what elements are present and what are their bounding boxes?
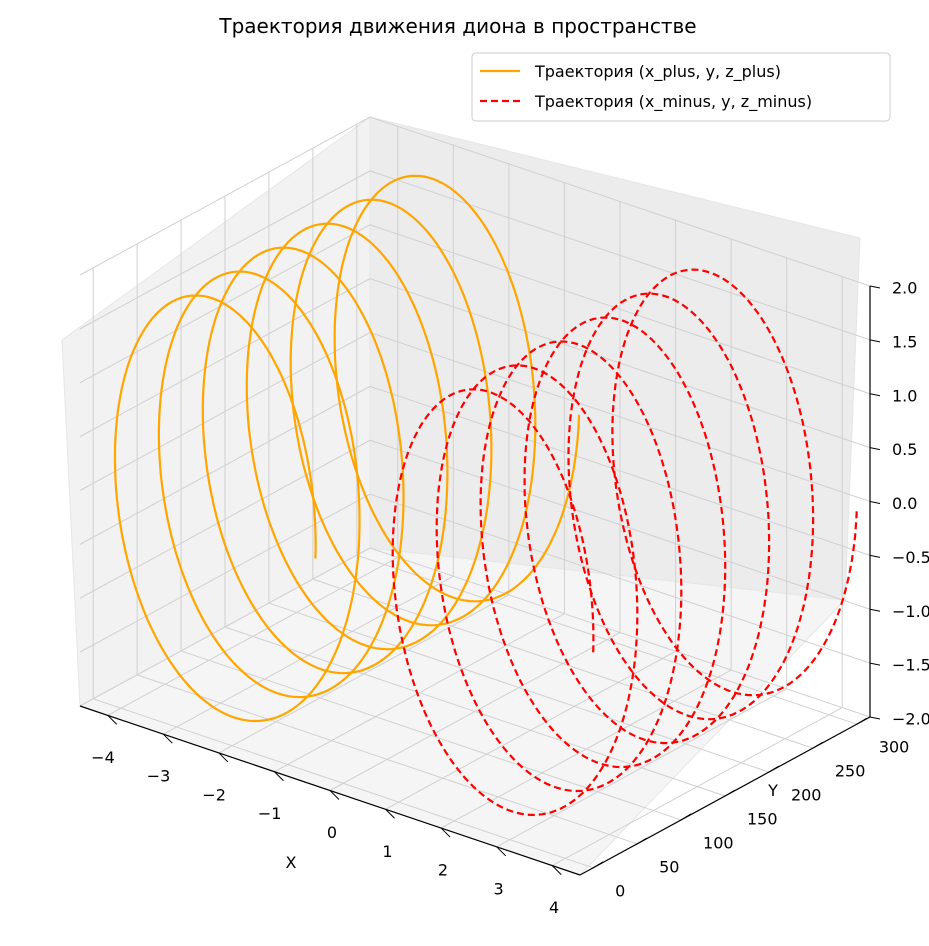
x-tick-mark bbox=[162, 733, 173, 744]
y-grid-floor bbox=[93, 698, 594, 869]
z-tick-label: 0.0 bbox=[892, 494, 917, 513]
axis-lines bbox=[79, 285, 881, 876]
x-tick-mark bbox=[496, 846, 507, 857]
z-tick-labels: −2.0 −1.5 −1.0 −0.5 0.0 0.5 1.0 1.5 2.0 bbox=[892, 279, 929, 729]
x-tick-mark bbox=[329, 790, 340, 800]
z-tick-label: 1.0 bbox=[892, 386, 917, 405]
z-tick-mark bbox=[869, 339, 881, 343]
x-tick-mark bbox=[218, 752, 229, 763]
x-tick-mark bbox=[274, 771, 284, 782]
x-tick-labels: −4 −3 −2 −1 0 1 2 3 4 bbox=[91, 748, 559, 917]
z-grid-back bbox=[369, 493, 871, 664]
y-tick-label: 300 bbox=[879, 738, 910, 757]
y-grid-floor bbox=[224, 626, 726, 797]
z-grid-left bbox=[79, 116, 371, 276]
legend: Траектория (x_plus, y, z_plus) Траектори… bbox=[471, 52, 891, 122]
z-grid-back bbox=[369, 170, 871, 341]
z-tick-mark bbox=[869, 501, 881, 504]
x-axis-label: X bbox=[286, 853, 297, 872]
z-tick-mark bbox=[869, 608, 881, 612]
y-tick-label: 150 bbox=[747, 810, 778, 829]
z-grid-left bbox=[79, 547, 371, 707]
z-tick-label: −1.0 bbox=[892, 602, 929, 621]
x-tick-label: 3 bbox=[493, 879, 503, 898]
z-grid-back bbox=[369, 332, 871, 502]
y-tick-label: 50 bbox=[659, 857, 679, 876]
legend-label-minus: Траектория (x_minus, y, z_minus) bbox=[534, 92, 812, 112]
series-line-plus bbox=[113, 174, 581, 723]
y-axis-label: Y bbox=[767, 781, 778, 800]
y-grid-floor bbox=[180, 650, 682, 821]
z-grid-left bbox=[79, 439, 371, 599]
y-tick-label: 200 bbox=[791, 786, 822, 805]
z-grid-back bbox=[369, 116, 871, 287]
y-grid-floor bbox=[268, 602, 770, 773]
grid-lines bbox=[79, 116, 871, 869]
series-lines bbox=[113, 174, 858, 817]
x-tick-mark bbox=[551, 865, 562, 875]
x-tick-mark bbox=[107, 715, 118, 725]
x-tick-label: 4 bbox=[549, 898, 559, 917]
z-grid-back bbox=[369, 439, 871, 610]
x-tick-label: −2 bbox=[202, 785, 226, 804]
x-tick-mark bbox=[440, 827, 451, 838]
x-tick-label: 0 bbox=[327, 823, 337, 842]
x-tick-label: 1 bbox=[382, 842, 392, 861]
z-tick-label: −0.5 bbox=[892, 548, 929, 567]
z-tick-mark bbox=[869, 554, 881, 558]
z-tick-label: 0.5 bbox=[892, 440, 917, 459]
z-grid-back bbox=[369, 224, 871, 395]
y-tick-label: 100 bbox=[703, 833, 734, 852]
z-grid-left bbox=[79, 170, 371, 330]
x-tick-label: −1 bbox=[258, 804, 282, 823]
z-tick-mark bbox=[869, 662, 881, 666]
series-line-minus bbox=[391, 268, 858, 817]
y-axis-line bbox=[579, 716, 871, 876]
z-tick-label: −1.5 bbox=[892, 656, 929, 675]
x-tick-label: 2 bbox=[438, 861, 448, 880]
z-tick-mark bbox=[869, 716, 881, 720]
z-tick-label: −2.0 bbox=[892, 710, 929, 729]
y-tick-label: 250 bbox=[835, 762, 866, 781]
x-axis-line bbox=[79, 705, 581, 876]
y-grid-floor bbox=[356, 554, 857, 725]
z-grid-left bbox=[79, 278, 371, 438]
z-tick-label: 2.0 bbox=[892, 279, 917, 298]
z-grid-left bbox=[79, 332, 371, 491]
chart-title: Траектория движения диона в пространстве bbox=[218, 14, 696, 38]
y-tick-label: 0 bbox=[615, 881, 625, 900]
z-tick-mark bbox=[869, 393, 881, 397]
x-tick-mark bbox=[385, 808, 395, 819]
y-grid-floor bbox=[136, 674, 638, 845]
z-tick-mark bbox=[869, 285, 881, 289]
z-grid-back bbox=[369, 385, 871, 556]
z-grid-back bbox=[369, 547, 871, 718]
z-grid-left bbox=[79, 385, 371, 545]
z-tick-label: 1.5 bbox=[892, 332, 917, 351]
y-tick-labels: 0 50 100 150 200 250 300 bbox=[615, 738, 909, 901]
legend-box bbox=[471, 52, 891, 122]
z-tick-mark bbox=[869, 447, 881, 451]
x-tick-label: −4 bbox=[91, 748, 115, 767]
legend-label-plus: Траектория (x_plus, y, z_plus) bbox=[534, 62, 781, 82]
x-tick-label: −3 bbox=[147, 767, 171, 786]
